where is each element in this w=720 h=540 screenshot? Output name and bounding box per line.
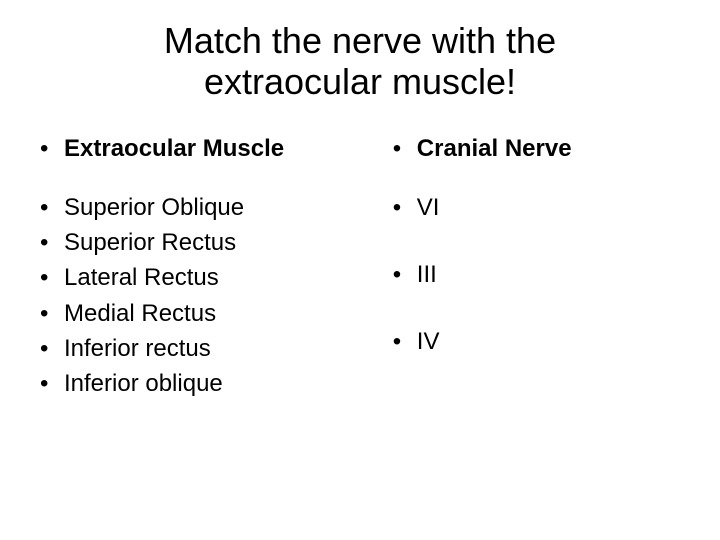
list-item: • IV <box>393 326 700 357</box>
bullet-icon: • <box>40 133 64 164</box>
muscle-name: Inferior rectus <box>64 333 211 364</box>
bullet-icon: • <box>40 262 64 293</box>
left-header: Extraocular Muscle <box>64 133 284 164</box>
muscle-name: Medial Rectus <box>64 298 216 329</box>
right-header: Cranial Nerve <box>417 133 572 164</box>
list-item: • VI <box>393 192 700 223</box>
right-column: • Cranial Nerve • VI • III • IV <box>393 133 700 403</box>
list-item: • Superior Oblique <box>40 192 373 223</box>
bullet-icon: • <box>393 192 417 223</box>
muscle-name: Lateral Rectus <box>64 262 219 293</box>
content-columns: • Extraocular Muscle • Superior Oblique … <box>40 133 680 403</box>
right-header-row: • Cranial Nerve <box>393 133 700 164</box>
spacer <box>393 227 700 259</box>
list-item: • Lateral Rectus <box>40 262 373 293</box>
left-column: • Extraocular Muscle • Superior Oblique … <box>40 133 373 403</box>
list-item: • Inferior oblique <box>40 368 373 399</box>
left-header-row: • Extraocular Muscle <box>40 133 373 164</box>
list-item: • III <box>393 259 700 290</box>
nerve-name: IV <box>417 326 440 357</box>
muscle-name: Superior Oblique <box>64 192 244 223</box>
nerve-name: III <box>417 259 437 290</box>
nerve-name: VI <box>417 192 440 223</box>
muscle-name: Inferior oblique <box>64 368 223 399</box>
bullet-icon: • <box>40 298 64 329</box>
bullet-icon: • <box>393 326 417 357</box>
slide-title: Match the nerve with the extraocular mus… <box>40 20 680 103</box>
bullet-icon: • <box>393 133 417 164</box>
bullet-icon: • <box>40 368 64 399</box>
spacer <box>393 294 700 326</box>
bullet-icon: • <box>40 333 64 364</box>
bullet-icon: • <box>40 192 64 223</box>
muscle-name: Superior Rectus <box>64 227 236 258</box>
bullet-icon: • <box>40 227 64 258</box>
list-item: • Inferior rectus <box>40 333 373 364</box>
list-item: • Superior Rectus <box>40 227 373 258</box>
list-item: • Medial Rectus <box>40 298 373 329</box>
bullet-icon: • <box>393 259 417 290</box>
